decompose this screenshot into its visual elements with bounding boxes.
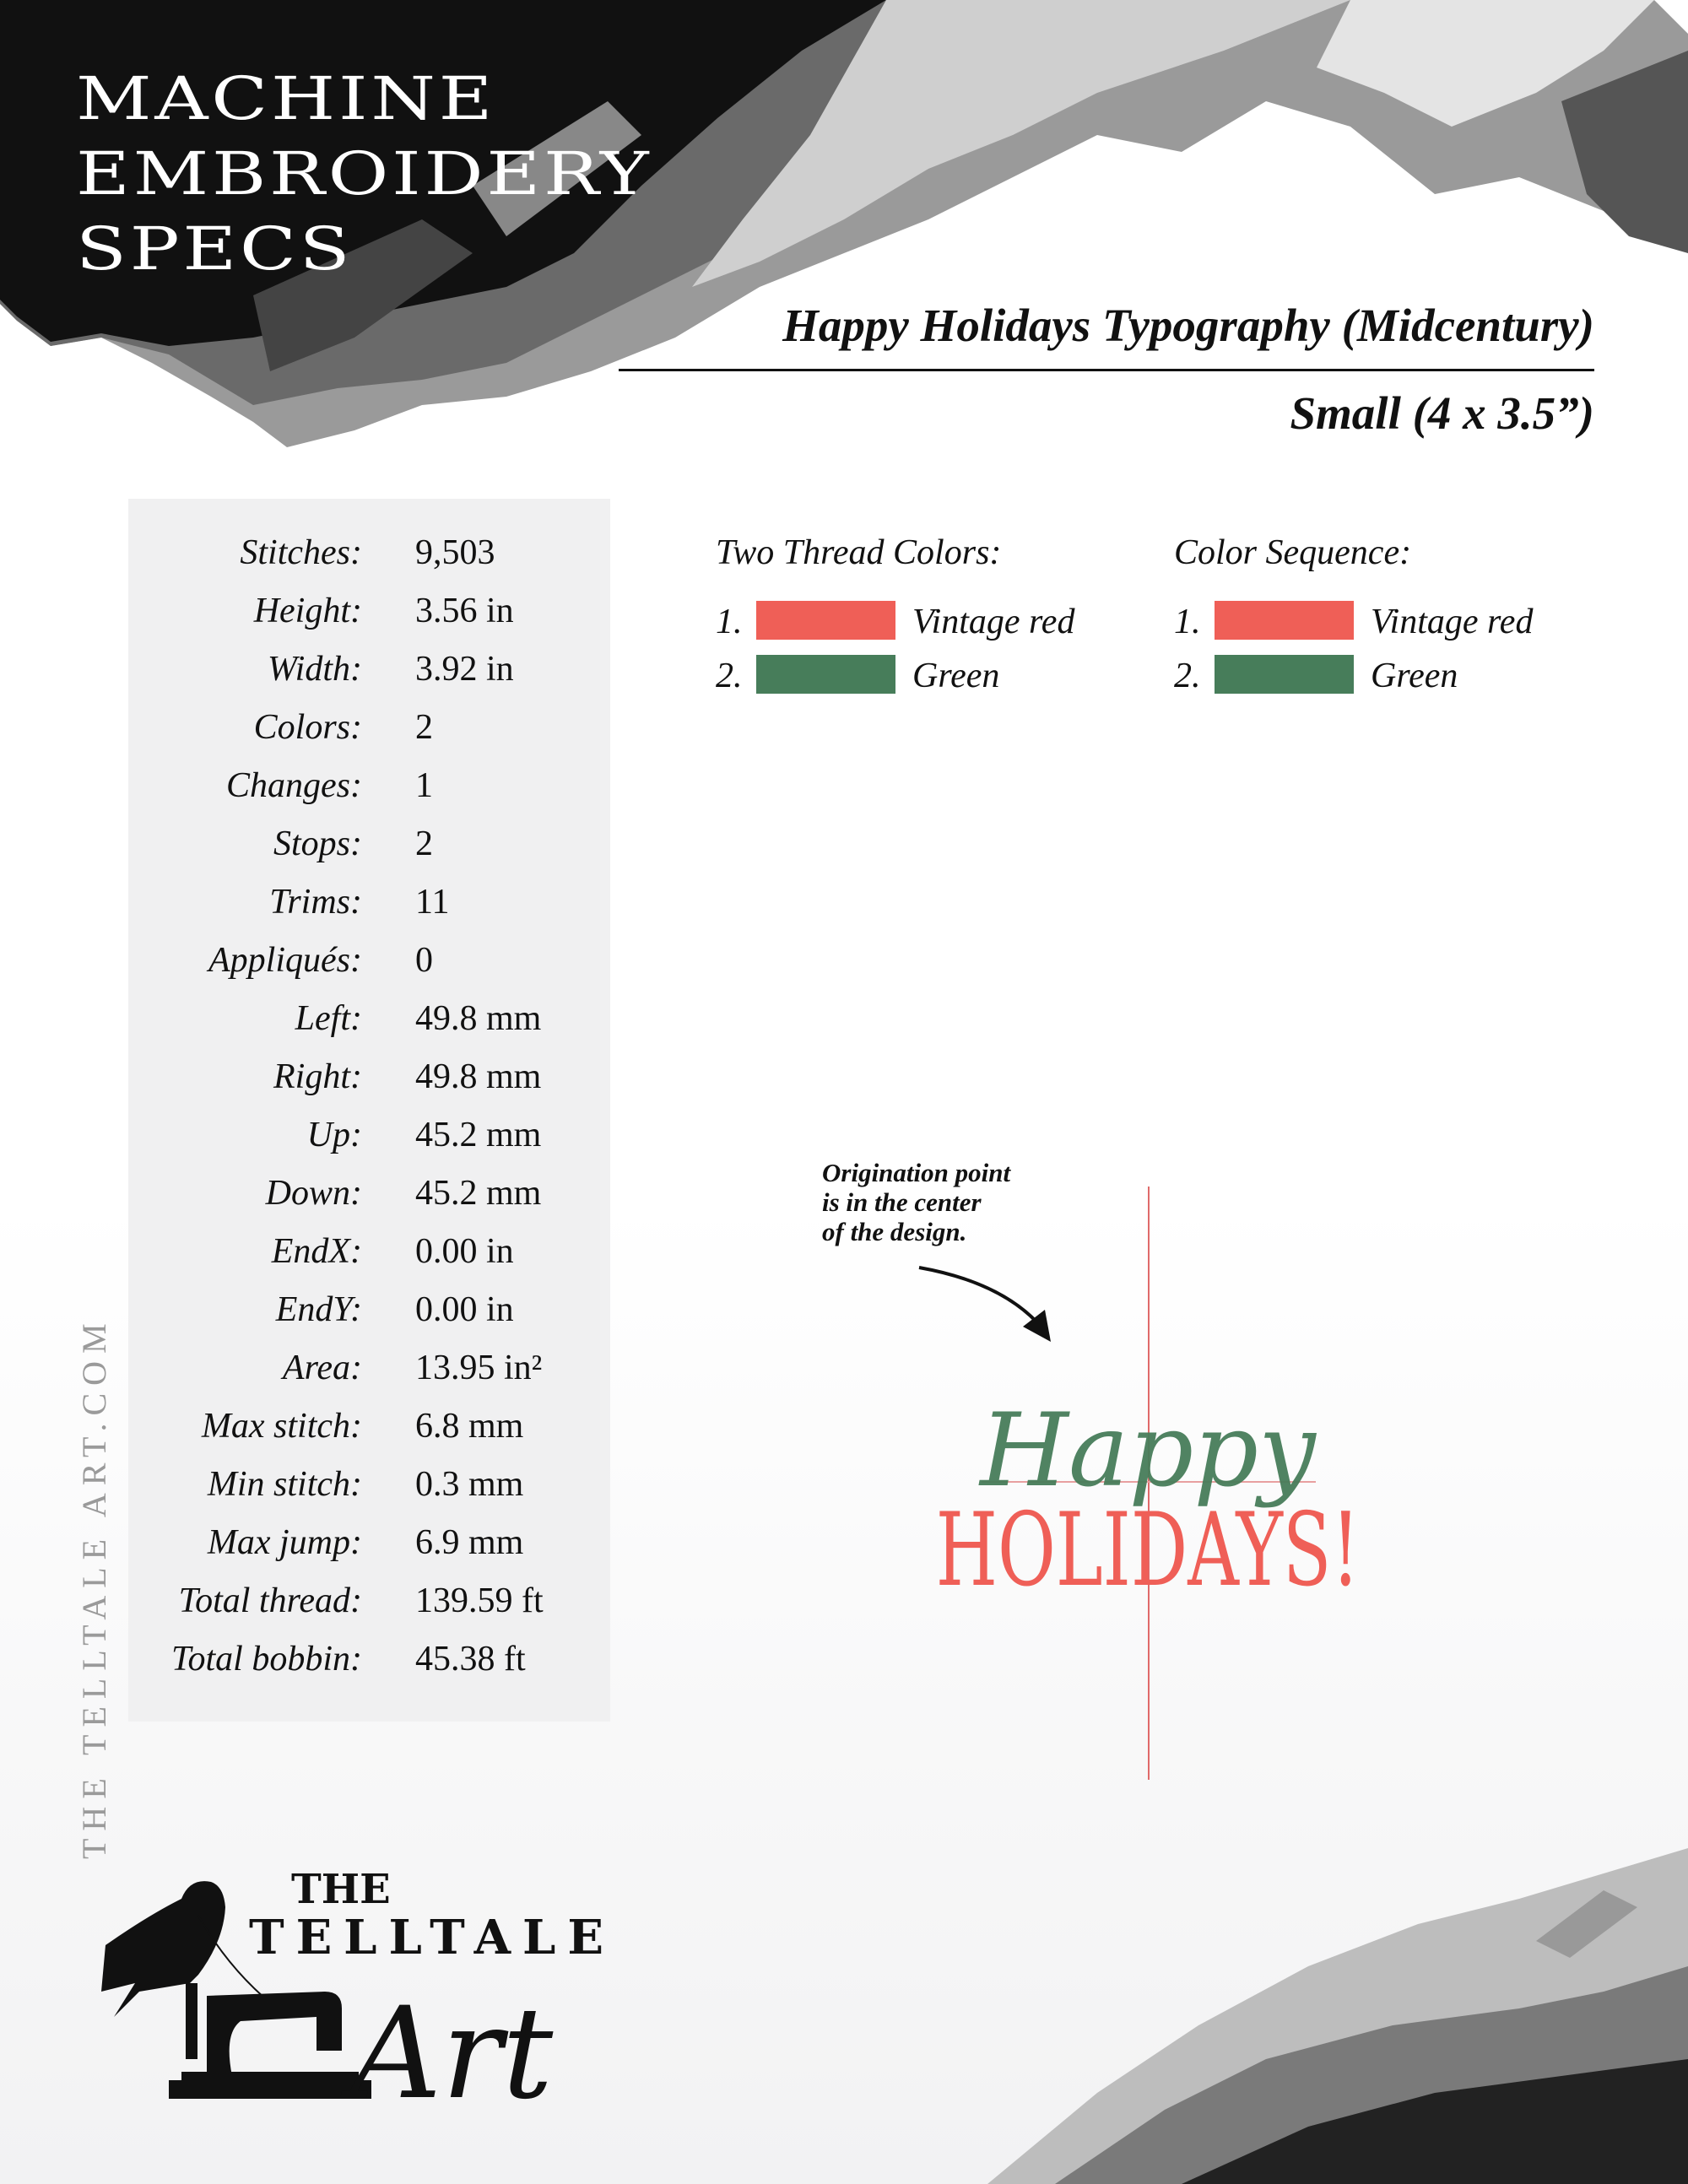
spec-label: Changes: bbox=[226, 766, 362, 805]
color-name: Green bbox=[1371, 657, 1458, 695]
arrow-head-icon bbox=[1023, 1310, 1051, 1342]
spec-row: Stitches: 9,503 bbox=[128, 527, 610, 578]
spec-label: Appliqués: bbox=[208, 941, 362, 980]
spec-row: Appliqués: 0 bbox=[128, 935, 610, 986]
spec-value: 3.56 in bbox=[415, 592, 514, 630]
spec-label: Max stitch: bbox=[201, 1407, 362, 1446]
logo-art: Art bbox=[340, 1981, 554, 2110]
spec-row: Left: 49.8 mm bbox=[128, 993, 610, 1044]
spec-row: Width: 3.92 in bbox=[128, 644, 610, 695]
color-number: 2. bbox=[716, 657, 743, 695]
spec-row: EndY: 0.00 in bbox=[128, 1284, 610, 1335]
spec-row: Trims: 11 bbox=[128, 877, 610, 927]
spec-label: Stops: bbox=[273, 824, 362, 863]
color-swatch bbox=[756, 601, 895, 640]
logo-telltale: TELLTALE bbox=[249, 1910, 603, 1965]
color-swatch bbox=[1215, 601, 1354, 640]
spec-label: Stitches: bbox=[240, 533, 362, 572]
spec-value: 0.00 in bbox=[415, 1232, 514, 1271]
logo: THE TELLTALE Art bbox=[89, 1857, 629, 2127]
design-name: Happy Holidays Typography (Midcentury) bbox=[782, 300, 1594, 351]
spec-value: 6.8 mm bbox=[415, 1407, 524, 1446]
spec-label: Area: bbox=[282, 1349, 362, 1387]
spec-value: 9,503 bbox=[415, 533, 495, 572]
color-number: 2. bbox=[1174, 657, 1201, 695]
note-line: of the design. bbox=[822, 1217, 967, 1246]
spec-label: Total thread: bbox=[178, 1581, 362, 1620]
color-number: 1. bbox=[1174, 603, 1201, 641]
spec-value: 6.9 mm bbox=[415, 1523, 524, 1562]
spec-label: EndY: bbox=[275, 1290, 362, 1329]
spec-value: 49.8 mm bbox=[415, 999, 542, 1038]
spec-row: Stops: 2 bbox=[128, 819, 610, 869]
spec-row: Min stitch: 0.3 mm bbox=[128, 1459, 610, 1510]
spec-value: 13.95 in² bbox=[415, 1349, 543, 1387]
spec-row: Height: 3.56 in bbox=[128, 586, 610, 636]
spec-value: 11 bbox=[415, 883, 450, 922]
spec-label: Height: bbox=[253, 592, 362, 630]
spec-value: 139.59 ft bbox=[415, 1581, 544, 1620]
page-title-line-3: SPECS bbox=[76, 214, 354, 284]
note-line: is in the center bbox=[822, 1187, 982, 1217]
spec-row: Colors: 2 bbox=[128, 702, 610, 753]
spec-label: Down: bbox=[265, 1174, 362, 1213]
page-title-line-1: MACHINE bbox=[76, 64, 496, 133]
crow-sewing-machine-logo-icon: THE TELLTALE Art bbox=[101, 1866, 603, 2127]
spec-value: 0 bbox=[415, 941, 433, 980]
color-sequence-heading: Color Sequence: bbox=[1174, 533, 1412, 572]
thread-colors-heading: Two Thread Colors: bbox=[716, 533, 1002, 572]
spec-value: 0.3 mm bbox=[415, 1465, 524, 1504]
spec-value: 2 bbox=[415, 824, 433, 863]
spec-row: Max stitch: 6.8 mm bbox=[128, 1401, 610, 1451]
spec-value: 49.8 mm bbox=[415, 1057, 542, 1096]
header-divider bbox=[619, 369, 1594, 371]
arrow-icon bbox=[918, 1266, 1045, 1331]
spec-value: 45.2 mm bbox=[415, 1116, 542, 1154]
spec-label: Left: bbox=[295, 999, 362, 1038]
design-size: Small (4 x 3.5”) bbox=[1290, 387, 1594, 439]
color-name: Vintage red bbox=[1371, 603, 1534, 641]
origination-note: Origination point is in the center of th… bbox=[822, 1158, 1010, 1246]
spec-value: 0.00 in bbox=[415, 1290, 514, 1329]
spec-value: 45.38 ft bbox=[415, 1640, 526, 1679]
design-text-top: Happy bbox=[978, 1392, 1317, 1510]
color-number: 1. bbox=[716, 603, 743, 641]
logo-the: THE bbox=[291, 1866, 391, 1913]
color-swatch bbox=[756, 655, 895, 694]
spec-row: Total bobbin: 45.38 ft bbox=[128, 1634, 610, 1684]
spec-row: EndX: 0.00 in bbox=[128, 1226, 610, 1277]
spec-label: Colors: bbox=[253, 708, 362, 747]
spec-row: Down: 45.2 mm bbox=[128, 1168, 610, 1219]
spec-value: 2 bbox=[415, 708, 433, 747]
brush-stroke-top bbox=[0, 0, 1688, 447]
specs-table: Stitches: 9,503 Height: 3.56 in Width: 3.92 i… bbox=[128, 499, 610, 1722]
color-name: Vintage red bbox=[912, 603, 1075, 641]
color-name: Green bbox=[912, 657, 1000, 695]
spec-row: Up: 45.2 mm bbox=[128, 1110, 610, 1160]
color-swatch bbox=[1215, 655, 1354, 694]
spec-label: EndX: bbox=[271, 1232, 362, 1271]
spec-label: Trims: bbox=[269, 883, 362, 922]
spec-label: Max jump: bbox=[207, 1523, 362, 1562]
spec-label: Min stitch: bbox=[207, 1465, 362, 1504]
design-text-bottom: HOLIDAYS! bbox=[936, 1492, 1360, 1609]
side-website-text: THE TELLTALE ART.COM bbox=[75, 1316, 113, 1859]
spec-label: Width: bbox=[268, 650, 362, 689]
spec-value: 45.2 mm bbox=[415, 1174, 542, 1213]
spec-label: Up: bbox=[306, 1116, 362, 1154]
spec-label: Total bobbin: bbox=[171, 1640, 362, 1679]
spec-value: 1 bbox=[415, 766, 433, 805]
spec-row: Area: 13.95 in² bbox=[128, 1343, 610, 1393]
spec-row: Changes: 1 bbox=[128, 760, 610, 811]
spec-label: Right: bbox=[273, 1057, 362, 1096]
spec-row: Right: 49.8 mm bbox=[128, 1051, 610, 1102]
page-title-line-2: EMBROIDERY bbox=[76, 139, 652, 208]
spec-row: Max jump: 6.9 mm bbox=[128, 1517, 610, 1568]
spec-value: 3.92 in bbox=[415, 650, 514, 689]
note-line: Origination point bbox=[822, 1158, 1011, 1187]
spec-row: Total thread: 139.59 ft bbox=[128, 1576, 610, 1626]
